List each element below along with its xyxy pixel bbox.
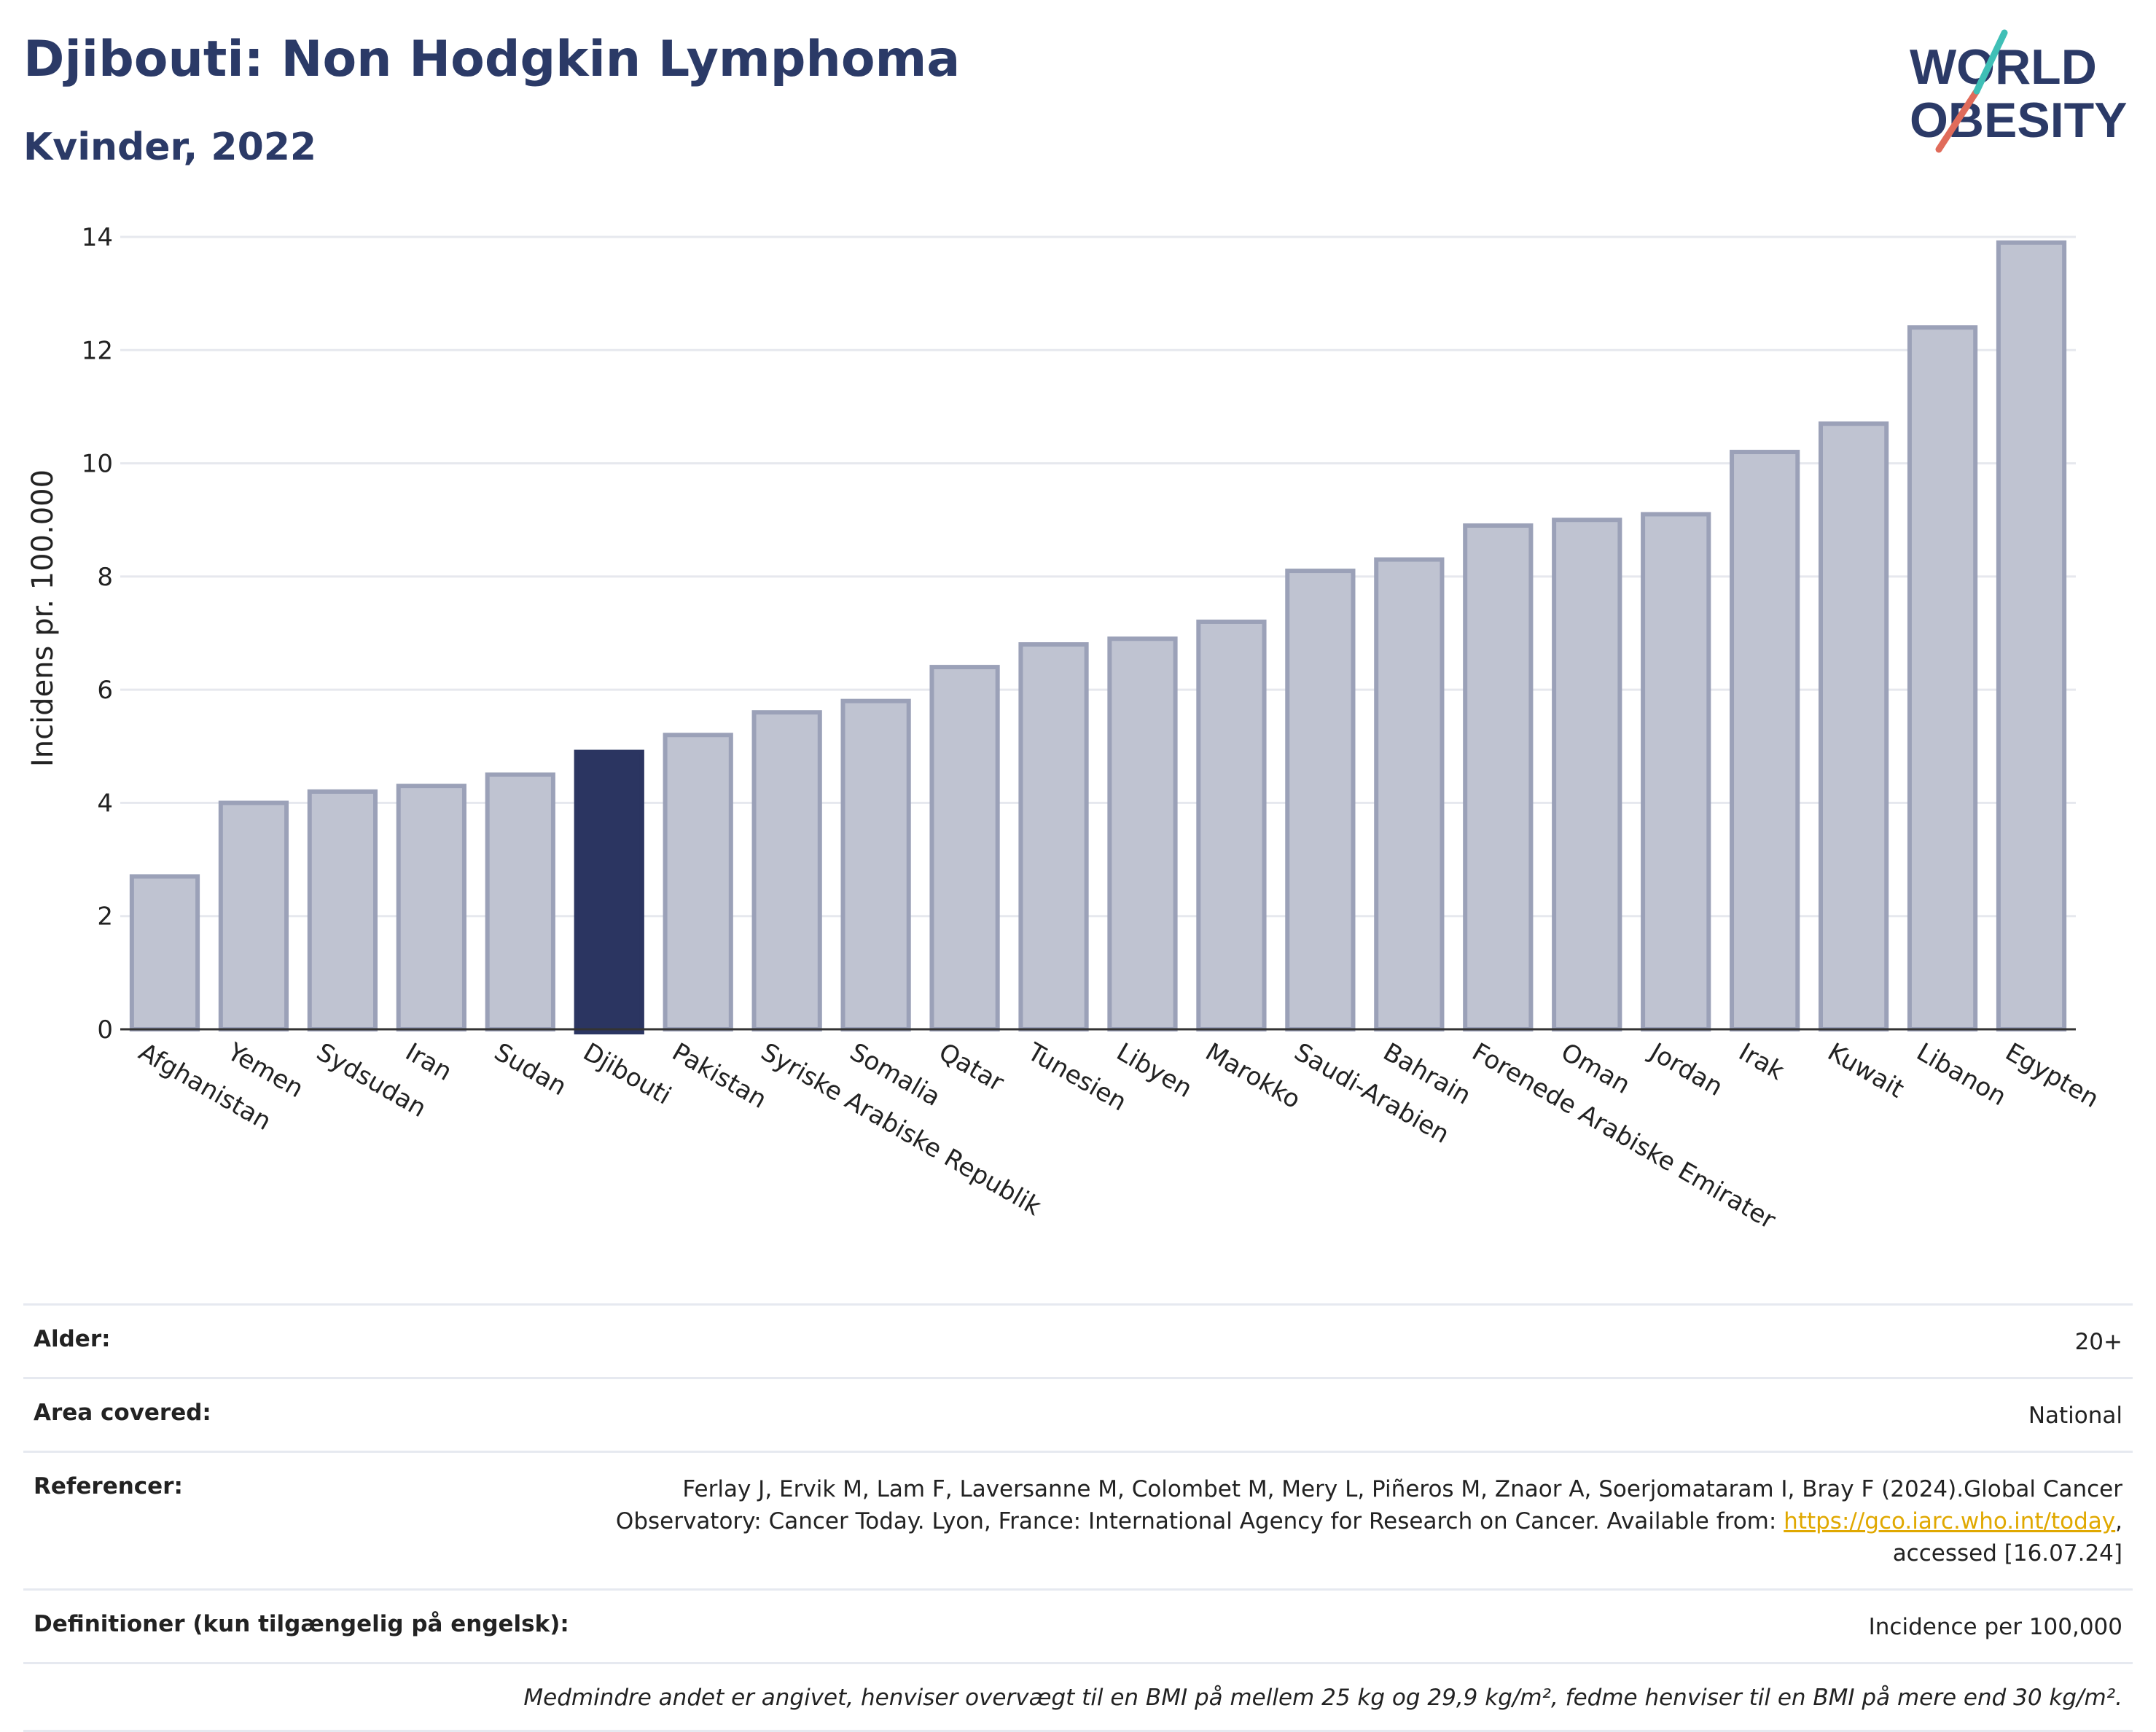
y-tick-label: 8 [97, 563, 113, 592]
reference-link[interactable]: https://gco.iarc.who.int/today [1784, 1508, 2116, 1534]
x-tick-label: Jordan [1644, 1037, 1727, 1102]
x-tick-label: Saudi-Arabien [1289, 1037, 1454, 1150]
meta-value: 20+ [2074, 1329, 2122, 1355]
bar-tunesien [1018, 642, 1089, 1031]
metadata-table: Alder: 20+ Area covered: National Refere… [23, 1303, 2133, 1732]
meta-key: Referencer: [34, 1473, 183, 1499]
bar-libanon [1907, 325, 1978, 1031]
chart-subtitle: Kvinder, 2022 [23, 125, 317, 169]
meta-row-area: Area covered: National [23, 1377, 2133, 1451]
meta-key: Definitioner (kun tilgængelig på engelsk… [34, 1611, 569, 1637]
bar-irak [1730, 450, 1800, 1031]
y-tick-label: 6 [97, 676, 113, 705]
meta-value: National [2028, 1403, 2122, 1429]
bar-oman [1552, 518, 1622, 1031]
bars [129, 240, 2067, 1035]
bar-forenede-arabiske-emirater [1463, 523, 1534, 1031]
reference-text: Ferlay J, Ervik M, Lam F, Laversanne M, … [615, 1476, 2122, 1534]
bar-sydsudan [307, 789, 378, 1032]
x-tick-label: Libanon [1912, 1037, 2012, 1112]
x-tick-label: Egypten [2001, 1037, 2104, 1114]
x-tick-label: Iran [400, 1037, 456, 1087]
x-tick-label: Sudan [489, 1037, 571, 1101]
bar-libyen [1107, 636, 1178, 1031]
x-tick-label: Kuwait [1823, 1037, 1909, 1104]
y-tick-label: 2 [97, 902, 113, 932]
meta-value: Ferlay J, Ervik M, Lam F, Laversanne M, … [534, 1473, 2122, 1569]
bar-marokko [1196, 619, 1267, 1031]
x-tick-label: Marokko [1200, 1037, 1305, 1115]
x-tick-label: Pakistan [667, 1037, 771, 1115]
bar-djibouti [574, 749, 644, 1035]
y-tick-label: 14 [82, 223, 113, 252]
x-tick-label: Forenede Arabiske Emirater [1467, 1037, 1781, 1235]
chart-title: Djibouti: Non Hodgkin Lymphoma [23, 31, 961, 88]
y-tick-label: 12 [82, 336, 113, 365]
bar-pakistan [663, 733, 733, 1031]
bar-egypten [1996, 240, 2067, 1031]
footnote: Medmindre andet er angivet, henviser ove… [23, 1662, 2133, 1732]
logo-line1: WORLD [1910, 39, 2097, 95]
meta-key: Area covered: [34, 1400, 211, 1426]
x-tick-label: Djibouti [578, 1037, 676, 1111]
bar-somalia [840, 698, 911, 1032]
y-tick-label: 10 [82, 450, 113, 479]
x-tick-label: Qatar [934, 1037, 1009, 1098]
bar-kuwait [1818, 421, 1889, 1031]
world-obesity-logo: WORLD OBESITY [1910, 29, 2128, 153]
meta-value: Incidence per 100,000 [1868, 1614, 2122, 1640]
bar-bahrain [1374, 557, 1445, 1031]
meta-row-age: Alder: 20+ [23, 1303, 2133, 1377]
bar-iran [396, 784, 466, 1032]
bar-afghanistan [129, 874, 200, 1031]
y-tick-label: 0 [97, 1015, 113, 1045]
reference-text-post: , accessed [16.07.24] [1892, 1508, 2122, 1567]
x-tick-label: Tunesien [1022, 1037, 1131, 1117]
bar-jordan [1641, 512, 1711, 1031]
bar-yemen [218, 800, 289, 1032]
meta-row-definitions: Definitioner (kun tilgængelig på engelsk… [23, 1588, 2133, 1662]
bar-saudi-arabien [1285, 569, 1356, 1031]
meta-row-references: Referencer: Ferlay J, Ervik M, Lam F, La… [23, 1451, 2133, 1588]
y-axis-label: Incidens pr. 100.000 [26, 469, 60, 767]
y-tick-labels: 0 2 4 6 8 10 12 14 [82, 223, 113, 1045]
x-tick-label: Irak [1734, 1037, 1789, 1086]
bar-qatar [929, 665, 1000, 1031]
footnote-text: Medmindre andet er angivet, henviser ove… [523, 1685, 2122, 1711]
bar-syriske-arabiske-republik [751, 710, 822, 1031]
bar-sudan [485, 772, 555, 1032]
meta-key: Alder: [34, 1326, 111, 1352]
y-tick-label: 4 [97, 789, 113, 818]
